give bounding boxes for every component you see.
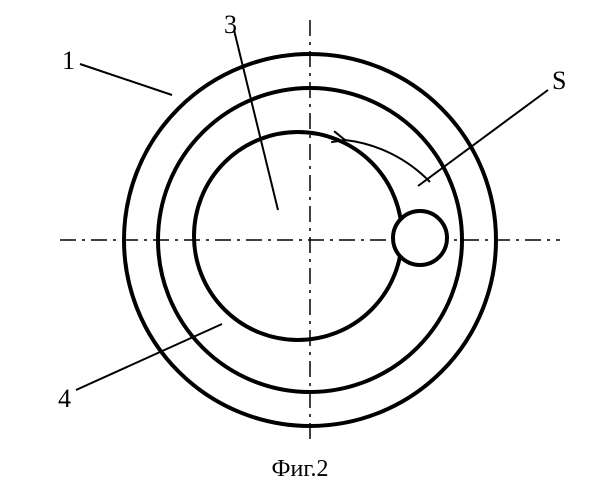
leader-line-1 (80, 64, 172, 95)
rotation-arrow-arc (345, 140, 430, 182)
label-3: 3 (224, 10, 237, 40)
label-S: S (552, 66, 566, 96)
diagram-stage: 1 3 4 S Фиг.2 (0, 0, 608, 500)
small-roller-circle (393, 211, 447, 265)
inner-circle (194, 132, 402, 340)
figure-caption: Фиг.2 (0, 456, 604, 483)
label-4: 4 (58, 384, 71, 414)
diagram-svg (0, 0, 608, 500)
label-1: 1 (62, 46, 75, 76)
